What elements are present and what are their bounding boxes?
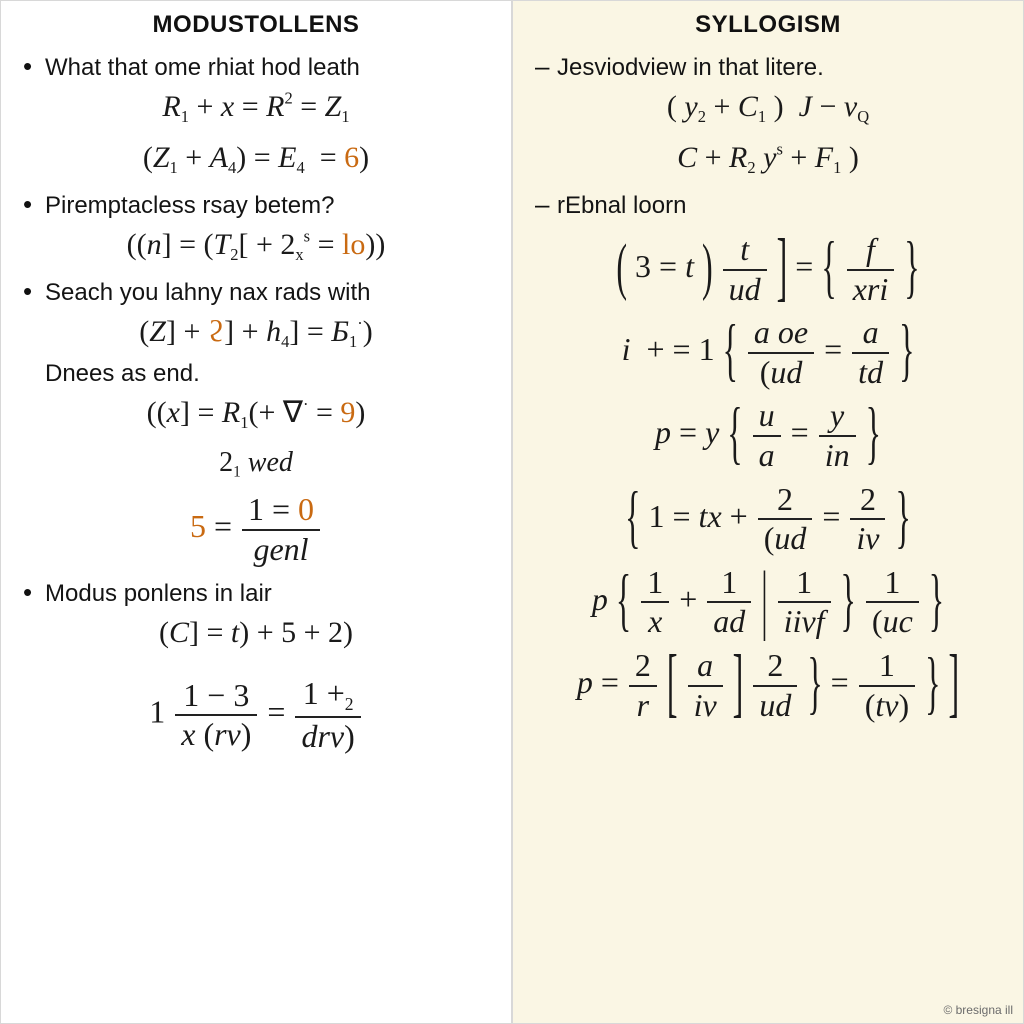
equation: ( 3 = t ) tud ] = { fxri } [529, 229, 1007, 312]
equation: 1 1 − 3x (rv) = 1 +2drv) [17, 673, 495, 759]
equation: p = y { ua = yin } [529, 395, 1007, 478]
right-item-lead: Jesviodview in that litere. [529, 53, 1007, 83]
equation: (Z1 + A4) = E4 = 6) [17, 134, 495, 185]
equation: p { 1x + 1ad | 1iivf } 1(uc } [529, 562, 1007, 645]
equation: C + R2 ys + F1 ) [529, 134, 1007, 185]
left-item-lead: What that ome rhiat hod leath [17, 53, 495, 83]
equation: 5 = 1 = 0genl [17, 489, 495, 572]
equation: i + = 1 { a oe(ud = atd } [529, 312, 1007, 395]
equation: (Z] + ϩ] + h4] = Б1·) [17, 308, 495, 359]
right-item-lead: rEbnal loorn [529, 191, 1007, 221]
equation: (C] = t) + 5 + 2) [17, 609, 495, 660]
equation: { 1 = tx + 2(ud = 2iv } [529, 479, 1007, 562]
equation: p = 2r [ aiv ] 2ud } = 1(tv) } ] [529, 645, 1007, 728]
left-item-lead: Piremptacless rsay betem? [17, 191, 495, 221]
left-item: What that ome rhiat hod leath R1 + x = R… [17, 53, 495, 185]
left-item-lead: Seach you lahny nax rads with [17, 278, 495, 308]
left-item: Modus ponlens in lair (C] = t) + 5 + 2) … [17, 579, 495, 760]
left-item-lead: Modus ponlens in lair [17, 579, 495, 609]
equation: ((n] = (T2[ + 2xs = lo)) [17, 221, 495, 272]
page: MODUSTOLLENS What that ome rhiat hod lea… [0, 0, 1024, 1024]
right-item: rEbnal loorn ( 3 = t ) tud ] = { fxri } … [529, 191, 1007, 728]
copyright-text: © bresigna ill [943, 1003, 1013, 1017]
right-title: SYLLOGISM [529, 11, 1007, 39]
equation: ((x] = R1(+ ∇· = 9) [17, 389, 495, 440]
column-modustollens: MODUSTOLLENS What that ome rhiat hod lea… [0, 0, 512, 1024]
left-title: MODUSTOLLENS [17, 11, 495, 39]
equation: ( y2 + C1 ) J − vQ [529, 83, 1007, 134]
left-item: Piremptacless rsay betem? ((n] = (T2[ + … [17, 191, 495, 272]
left-item-sublead: Dnees as end. [17, 359, 495, 389]
column-syllogism: SYLLOGISM Jesviodview in that litere. ( … [512, 0, 1024, 1024]
equation: R1 + x = R2 = Z1 [17, 83, 495, 134]
left-item: Seach you lahny nax rads with (Z] + ϩ] +… [17, 278, 495, 572]
right-item: Jesviodview in that litere. ( y2 + C1 ) … [529, 53, 1007, 185]
equation: 21 wed [17, 440, 495, 489]
